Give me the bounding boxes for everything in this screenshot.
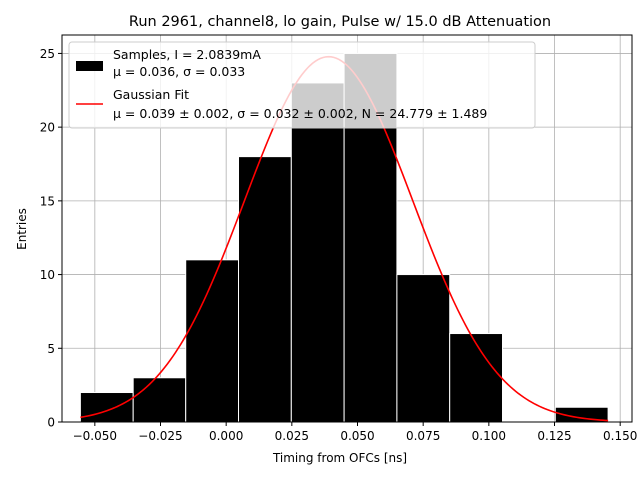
histogram-bar xyxy=(185,259,240,423)
legend-samples-swatch xyxy=(76,61,103,71)
y-tick-label: 5 xyxy=(47,342,55,356)
chart-title: Run 2961, channel8, lo gain, Pulse w/ 15… xyxy=(129,14,551,30)
x-tick-label: 0.100 xyxy=(472,429,506,443)
legend-samples-line1: Samples, I = 2.0839mA xyxy=(113,47,261,62)
histogram-bar xyxy=(79,392,134,423)
x-tick-label: 0.150 xyxy=(603,429,637,443)
histogram-bar xyxy=(449,333,504,423)
y-axis-ticks: 0 5 10 15 20 25 xyxy=(40,47,62,430)
x-tick-label: 0.000 xyxy=(209,429,243,443)
x-tick-label: 0.025 xyxy=(275,429,309,443)
plot-frame xyxy=(61,34,633,423)
x-tick-label: 0.050 xyxy=(340,429,374,443)
x-tick-label: 0.125 xyxy=(537,429,571,443)
histogram-bar xyxy=(238,156,292,423)
y-tick-label: 25 xyxy=(40,47,55,61)
histogram-bar xyxy=(396,274,451,423)
x-axis-ticks: −0.050 −0.025 0.000 0.025 0.050 0.075 0.100 0.1… xyxy=(73,422,637,443)
histogram-bar xyxy=(290,82,345,423)
legend-frame xyxy=(68,41,536,129)
legend-samples-line2: μ = 0.036, σ = 0.033 xyxy=(113,64,245,79)
x-tick-label: −0.050 xyxy=(73,429,117,443)
legend-fit-line1: Gaussian Fit xyxy=(113,87,189,102)
legend: Samples, I = 2.0839mA μ = 0.036, σ = 0.0… xyxy=(68,41,536,129)
x-tick-label: −0.025 xyxy=(138,429,182,443)
y-tick-label: 15 xyxy=(40,194,55,208)
y-tick-label: 20 xyxy=(40,121,55,135)
y-axis-label: Entries xyxy=(15,208,29,250)
x-axis-label: Timing from OFCs [ns] xyxy=(272,451,407,465)
y-tick-label: 0 xyxy=(47,416,55,430)
y-tick-label: 10 xyxy=(40,268,55,282)
legend-fit-line2: μ = 0.039 ± 0.002, σ = 0.032 ± 0.002, N … xyxy=(113,106,487,121)
histogram-bar xyxy=(132,377,187,423)
x-tick-label: 0.075 xyxy=(406,429,440,443)
